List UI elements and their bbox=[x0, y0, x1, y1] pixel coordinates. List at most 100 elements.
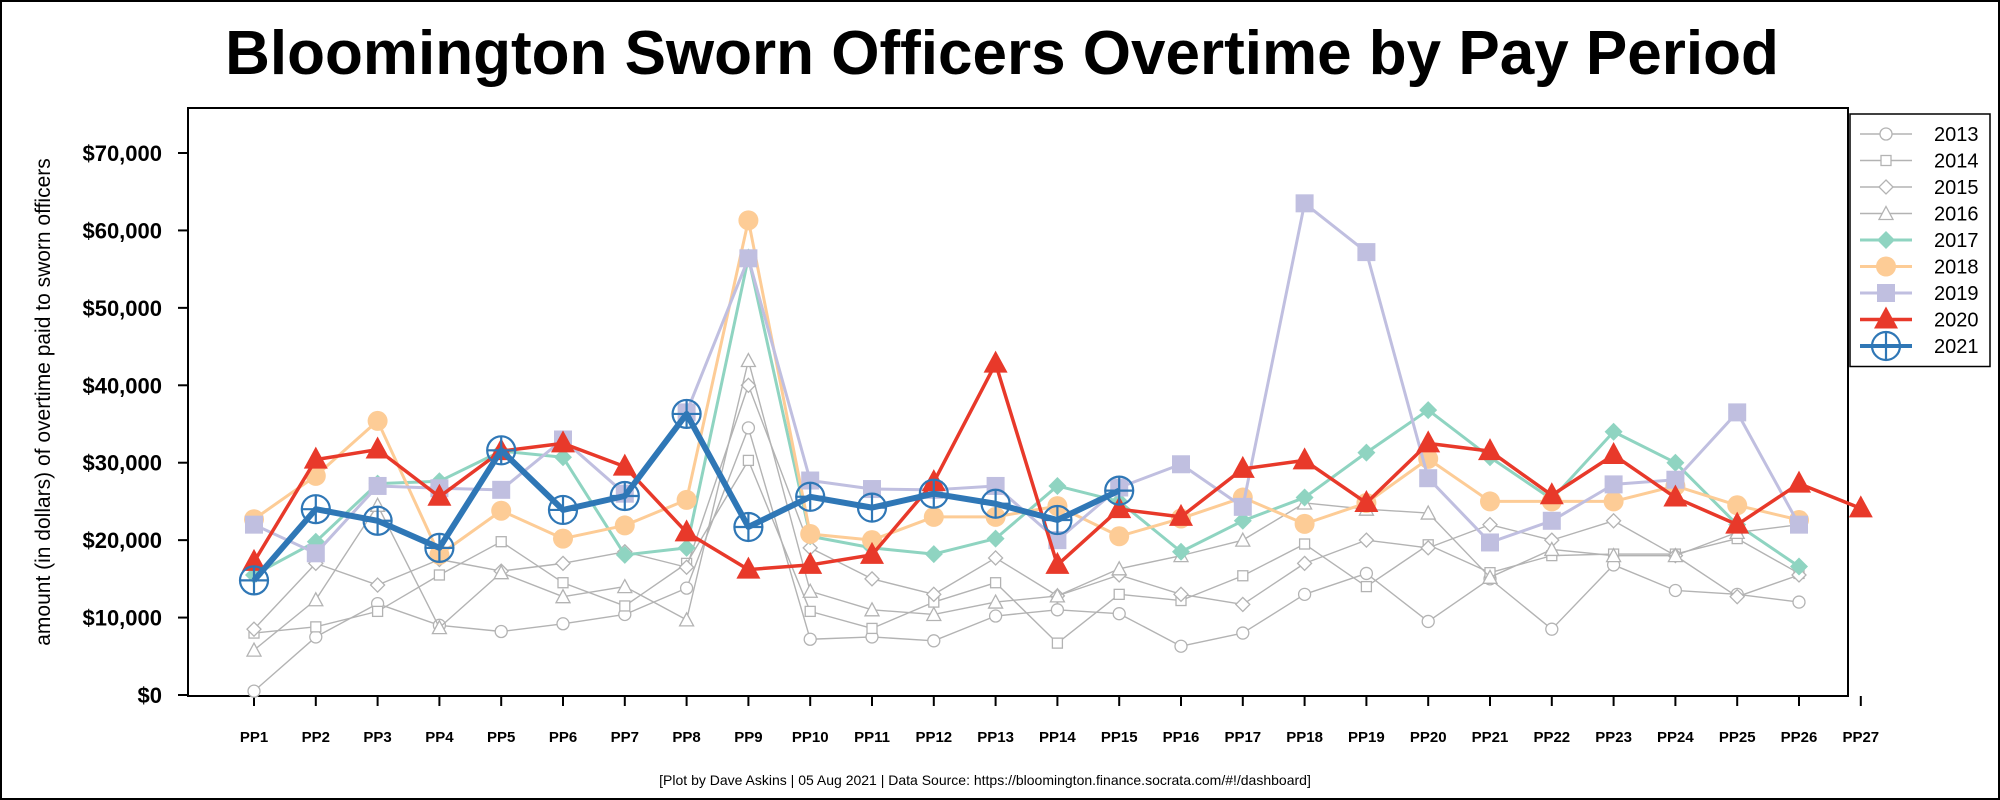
data-point-2015 bbox=[246, 621, 262, 638]
data-point-2016 bbox=[1481, 568, 1499, 584]
data-point-2013 bbox=[679, 581, 694, 595]
y-tick-label: $20,000 bbox=[82, 528, 162, 553]
data-point-2020 bbox=[365, 436, 390, 459]
data-point-2020 bbox=[860, 541, 884, 564]
data-point-2020 bbox=[612, 453, 637, 476]
data-point-2018 bbox=[1727, 495, 1748, 516]
data-point-2017 bbox=[1357, 443, 1376, 462]
data-point-2017 bbox=[924, 545, 943, 564]
legend-item: 2014 bbox=[1860, 151, 1979, 173]
data-point-2020 bbox=[1416, 430, 1441, 453]
data-point-2019 bbox=[1790, 515, 1808, 534]
legend-item: 2019 bbox=[1860, 283, 1979, 305]
x-tick-label: PP7 bbox=[611, 729, 639, 746]
legend-marker bbox=[1877, 205, 1895, 221]
chart-title: Bloomington Sworn Officers Overtime by P… bbox=[225, 19, 1779, 88]
legend-item: 2016 bbox=[1860, 204, 1979, 226]
data-point-2016 bbox=[1234, 531, 1251, 547]
data-point-2021 bbox=[238, 565, 270, 596]
data-point-2020 bbox=[1663, 484, 1688, 507]
x-tick-label: PP1 bbox=[240, 729, 268, 746]
data-point-2014 bbox=[495, 536, 507, 548]
x-tick-label: PP17 bbox=[1224, 729, 1261, 746]
x-tick-label: PP14 bbox=[1039, 729, 1076, 746]
data-point-2015 bbox=[555, 555, 571, 572]
data-point-2017 bbox=[986, 529, 1005, 548]
data-point-2019 bbox=[1604, 475, 1623, 494]
data-point-2016 bbox=[987, 593, 1004, 609]
legend-marker bbox=[1879, 127, 1893, 141]
legend-marker bbox=[1877, 231, 1895, 249]
data-point-2018 bbox=[676, 489, 697, 510]
data-point-2019 bbox=[1419, 469, 1438, 488]
data-point-2015 bbox=[1173, 586, 1189, 603]
legend-marker bbox=[1870, 330, 1902, 362]
data-point-2015 bbox=[1420, 539, 1437, 556]
data-point-2017 bbox=[1790, 557, 1808, 576]
data-point-2021 bbox=[733, 511, 764, 543]
data-point-2016 bbox=[307, 591, 324, 607]
x-tick-label: PP8 bbox=[672, 729, 700, 746]
data-point-2013 bbox=[1297, 587, 1312, 601]
legend-item: 2020 bbox=[1860, 306, 1979, 332]
y-tick-label: $10,000 bbox=[82, 606, 162, 631]
data-point-2014 bbox=[1360, 580, 1373, 593]
data-point-2020 bbox=[1045, 551, 1070, 574]
x-tick-label: PP18 bbox=[1286, 729, 1323, 746]
data-point-2014 bbox=[1051, 637, 1064, 649]
data-point-2021 bbox=[980, 488, 1011, 519]
legend-label: 2017 bbox=[1934, 230, 1979, 252]
legend-item: 2013 bbox=[1860, 124, 1979, 146]
data-point-2018 bbox=[491, 500, 512, 521]
data-point-2018 bbox=[1294, 513, 1315, 534]
data-point-2019 bbox=[1233, 497, 1252, 516]
chart-caption: [Plot by Dave Askins | 05 Aug 2021 | Dat… bbox=[659, 772, 1311, 788]
data-point-2021 bbox=[795, 481, 826, 512]
y-tick-label: $50,000 bbox=[82, 296, 162, 321]
legend-marker bbox=[1876, 256, 1896, 277]
data-point-2013 bbox=[556, 617, 570, 631]
data-point-2020 bbox=[1848, 495, 1873, 518]
y-axis-label: amount (in dollars) of overtime paid to … bbox=[32, 158, 55, 646]
data-point-2013 bbox=[494, 624, 508, 639]
legend-item: 2015 bbox=[1860, 177, 1979, 199]
y-axis: $0 $10,000 $20,000 $30,000 $40,000 $50,000 $60… bbox=[82, 141, 188, 708]
x-tick-label: PP19 bbox=[1348, 729, 1385, 746]
data-point-2014 bbox=[1237, 570, 1249, 582]
legend-label: 2021 bbox=[1934, 336, 1979, 358]
legend-marker bbox=[1874, 306, 1898, 329]
data-point-2014 bbox=[1113, 588, 1125, 600]
data-point-2013 bbox=[247, 684, 261, 698]
data-point-2016 bbox=[1543, 541, 1560, 557]
data-point-2019 bbox=[1295, 194, 1314, 213]
data-point-2019 bbox=[1728, 403, 1747, 422]
data-point-2021 bbox=[856, 492, 888, 523]
x-tick-label: PP20 bbox=[1410, 729, 1447, 746]
data-point-2021 bbox=[1104, 475, 1135, 506]
x-axis: PP1 PP2 PP3 PP4 PP5 PP6 PP7 PP8 PP9 PP10 PP11 PP12 P… bbox=[240, 696, 1879, 746]
data-point-2017 bbox=[1233, 511, 1252, 530]
series-2016 bbox=[245, 352, 1808, 657]
data-point-2014 bbox=[804, 605, 816, 618]
data-point-2019 bbox=[245, 515, 263, 534]
data-point-2015 bbox=[1358, 532, 1375, 549]
data-point-2013 bbox=[803, 632, 817, 646]
data-point-2018 bbox=[614, 515, 635, 536]
legend-label: 2013 bbox=[1934, 124, 1979, 146]
data-point-2018 bbox=[862, 530, 882, 551]
series-2020 bbox=[242, 350, 1873, 579]
data-point-2021 bbox=[609, 480, 640, 512]
data-point-2015 bbox=[1605, 512, 1622, 529]
series-line-2014 bbox=[253, 459, 1800, 644]
legend: 2013 2014 2015 2016 2017 2018 2019 2020 2021 bbox=[1849, 113, 1991, 368]
data-point-2019 bbox=[801, 471, 820, 490]
legend-label: 2016 bbox=[1934, 204, 1979, 226]
x-tick-label: PP26 bbox=[1781, 729, 1818, 746]
data-point-2013 bbox=[1792, 595, 1806, 609]
series-layer bbox=[238, 194, 1873, 698]
data-point-2013 bbox=[1421, 614, 1435, 629]
data-point-2016 bbox=[678, 611, 695, 627]
data-point-2015 bbox=[987, 550, 1004, 566]
data-point-2018 bbox=[738, 210, 759, 231]
